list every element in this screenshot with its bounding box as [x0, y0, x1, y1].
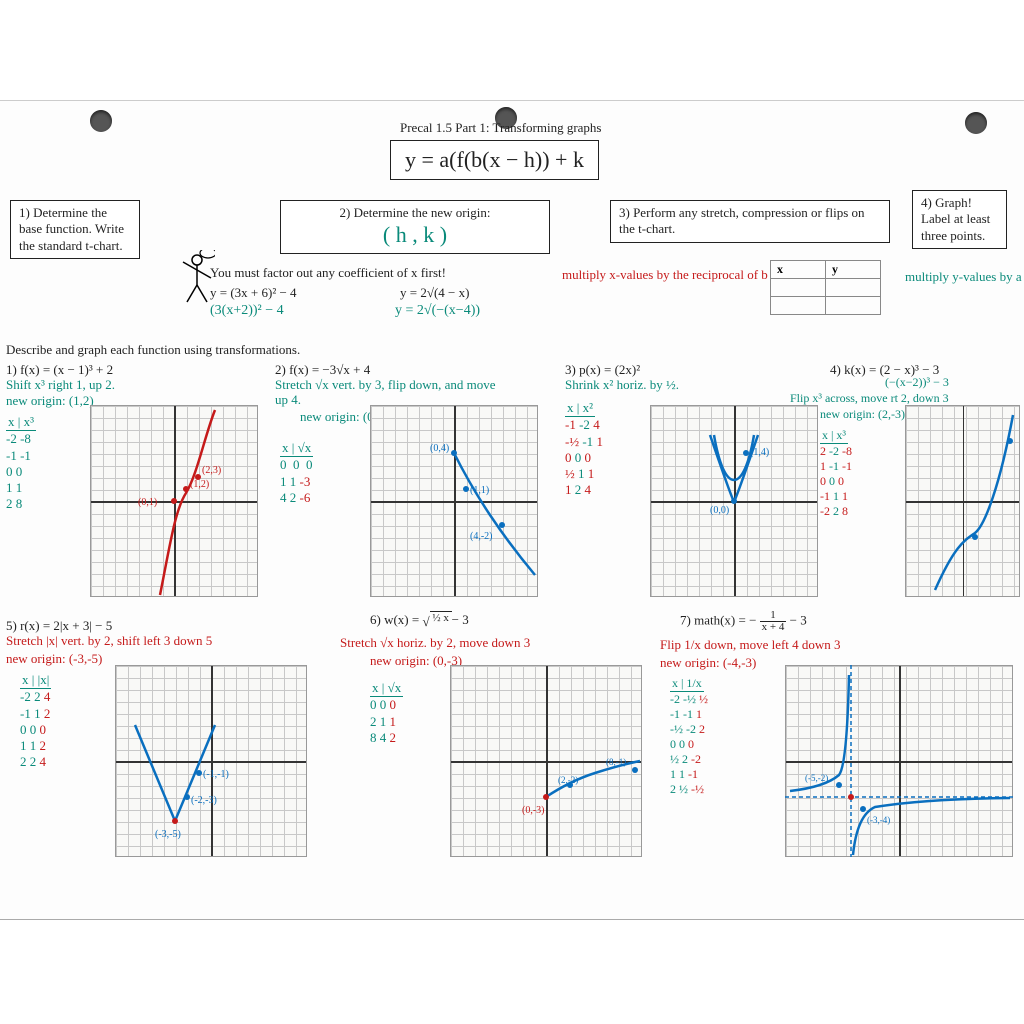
p6-printed: 6) w(x) = √ ½ x − 3	[370, 612, 469, 628]
transformation-formula: y = a(f(b(x − h)) + k	[390, 140, 599, 180]
col-x: x	[771, 261, 826, 279]
section-heading: Describe and graph each function using t…	[6, 342, 300, 358]
note-multiply-y: multiply y-values by a	[905, 270, 1022, 284]
p2-printed: 2) f(x) = −3√x + 4	[275, 362, 370, 378]
p5-origin: new origin: (-3,-5)	[6, 652, 102, 667]
step-2: 2) Determine the new origin: ( h , k )	[280, 200, 550, 254]
example-1-printed: y = (3x + 6)² − 4	[210, 285, 297, 301]
p4-origin: new origin: (2,-3)	[820, 408, 905, 422]
col-y: y	[826, 261, 881, 279]
p2-desc: Stretch √x vert. by 3, flip down, and mo…	[275, 378, 500, 408]
note-multiply-x: multiply x-values by the reciprocal of b	[562, 268, 768, 282]
hk-value: ( h , k )	[383, 222, 447, 247]
p1-grid	[90, 405, 258, 597]
p5-grid	[115, 665, 307, 857]
example-2-hand: y = 2√(−(x−4))	[395, 303, 480, 319]
p1-printed: 1) f(x) = (x − 1)³ + 2	[6, 362, 113, 378]
p3-printed: 3) p(x) = (2x)²	[565, 362, 640, 378]
p7-grid	[785, 665, 1013, 857]
punch-hole	[90, 110, 112, 132]
p3-tchart: x | x² -1 -2 4 -½ -1 1 0 0 0 ½ 1 1 1 2 4	[565, 400, 603, 499]
blank-xy-table: xy	[770, 260, 881, 315]
p1-origin: new origin: (1,2)	[6, 394, 94, 409]
example-1-hand: (3(x+2))² − 4	[210, 303, 284, 319]
p7-tchart: x | 1/x -2 -½ ½ -1 -1 1 -½ -2 2 0 0 0 ½ …	[670, 676, 708, 797]
p7-origin: new origin: (-4,-3)	[660, 656, 756, 671]
p2-tchart: x | √x 0 0 0 1 1 -3 4 2 -6	[280, 440, 313, 506]
p6-origin: new origin: (0,-3)	[370, 654, 462, 669]
p6-desc: Stretch √x horiz. by 2, move down 3	[340, 636, 660, 651]
p7-printed: 7) math(x) = − 1 x + 4 − 3	[680, 610, 807, 633]
p6-tchart: x | √x 0 0 0 2 1 1 8 4 2	[370, 680, 403, 746]
p5-desc: Stretch |x| vert. by 2, shift left 3 dow…	[6, 634, 306, 649]
p1-tchart: x | x³ -2 -8 -1 -1 0 0 1 1 2 8	[6, 414, 36, 513]
p3-grid	[650, 405, 818, 597]
step-4: 4) Graph! Label at least three points.	[912, 190, 1007, 249]
p3-desc: Shrink x² horiz. by ½.	[565, 378, 679, 393]
p1-desc: Shift x³ right 1, up 2.	[6, 378, 115, 393]
p4-grid	[905, 405, 1020, 597]
punch-hole	[965, 112, 987, 134]
stick-figure-icon	[175, 250, 215, 305]
p4-desc: Flip x³ across, move rt 2, down 3	[790, 392, 1015, 406]
step-2-label: 2) Determine the new origin:	[340, 205, 491, 220]
step-3: 3) Perform any stretch, compression or f…	[610, 200, 890, 243]
page-subtitle: Precal 1.5 Part 1: Transforming graphs	[400, 120, 601, 136]
p4-tchart: x | x³ 2 -2 -8 1 -1 -1 0 0 0 -1 1 1 -2 2…	[820, 428, 852, 519]
p6-grid	[450, 665, 642, 857]
factor-note: You must factor out any coefficient of x…	[210, 265, 446, 281]
p5-printed: 5) r(x) = 2|x + 3| − 5	[6, 618, 112, 634]
example-2-printed: y = 2√(4 − x)	[400, 285, 469, 301]
p2-grid	[370, 405, 538, 597]
step-1: 1) Determine the base function. Write th…	[10, 200, 140, 259]
p4-rewrite: (−(x−2))³ − 3	[885, 376, 949, 390]
p7-desc: Flip 1/x down, move left 4 down 3	[660, 638, 1000, 653]
p5-tchart: x | |x| -2 2 4 -1 1 2 0 0 0 1 1 2 2 2 4	[20, 672, 51, 771]
